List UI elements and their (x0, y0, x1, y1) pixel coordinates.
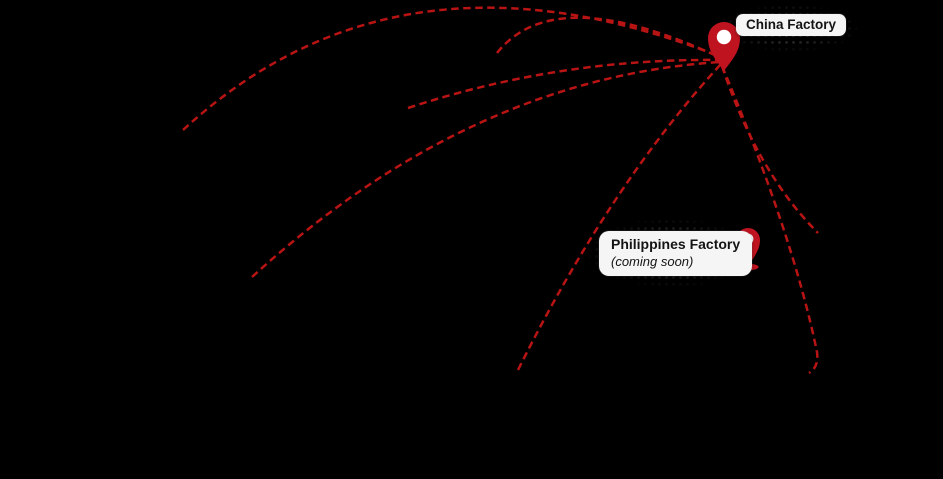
china-factory-label-text: China Factory (746, 17, 837, 32)
route-hub-to-southeast-long (720, 65, 819, 375)
route-hub-to-west-upper (496, 16, 722, 60)
philippines-factory-label: Philippines Factory (coming soon) (599, 231, 753, 276)
route-hub-to-southeast-short (720, 65, 819, 234)
pin-body (708, 22, 740, 71)
philippines-factory-label-text: Philippines Factory (611, 236, 741, 252)
china-factory-label: China Factory (736, 14, 847, 36)
route-hub-to-far-west (182, 6, 722, 131)
philippines-factory-sublabel-text: (coming soon) (611, 254, 694, 270)
route-hub-to-west-mid (407, 58, 721, 110)
route-hub-to-south (516, 63, 722, 371)
pin-hole (716, 29, 732, 45)
route-arcs (182, 6, 819, 375)
china-factory-pin-icon[interactable] (708, 22, 740, 71)
